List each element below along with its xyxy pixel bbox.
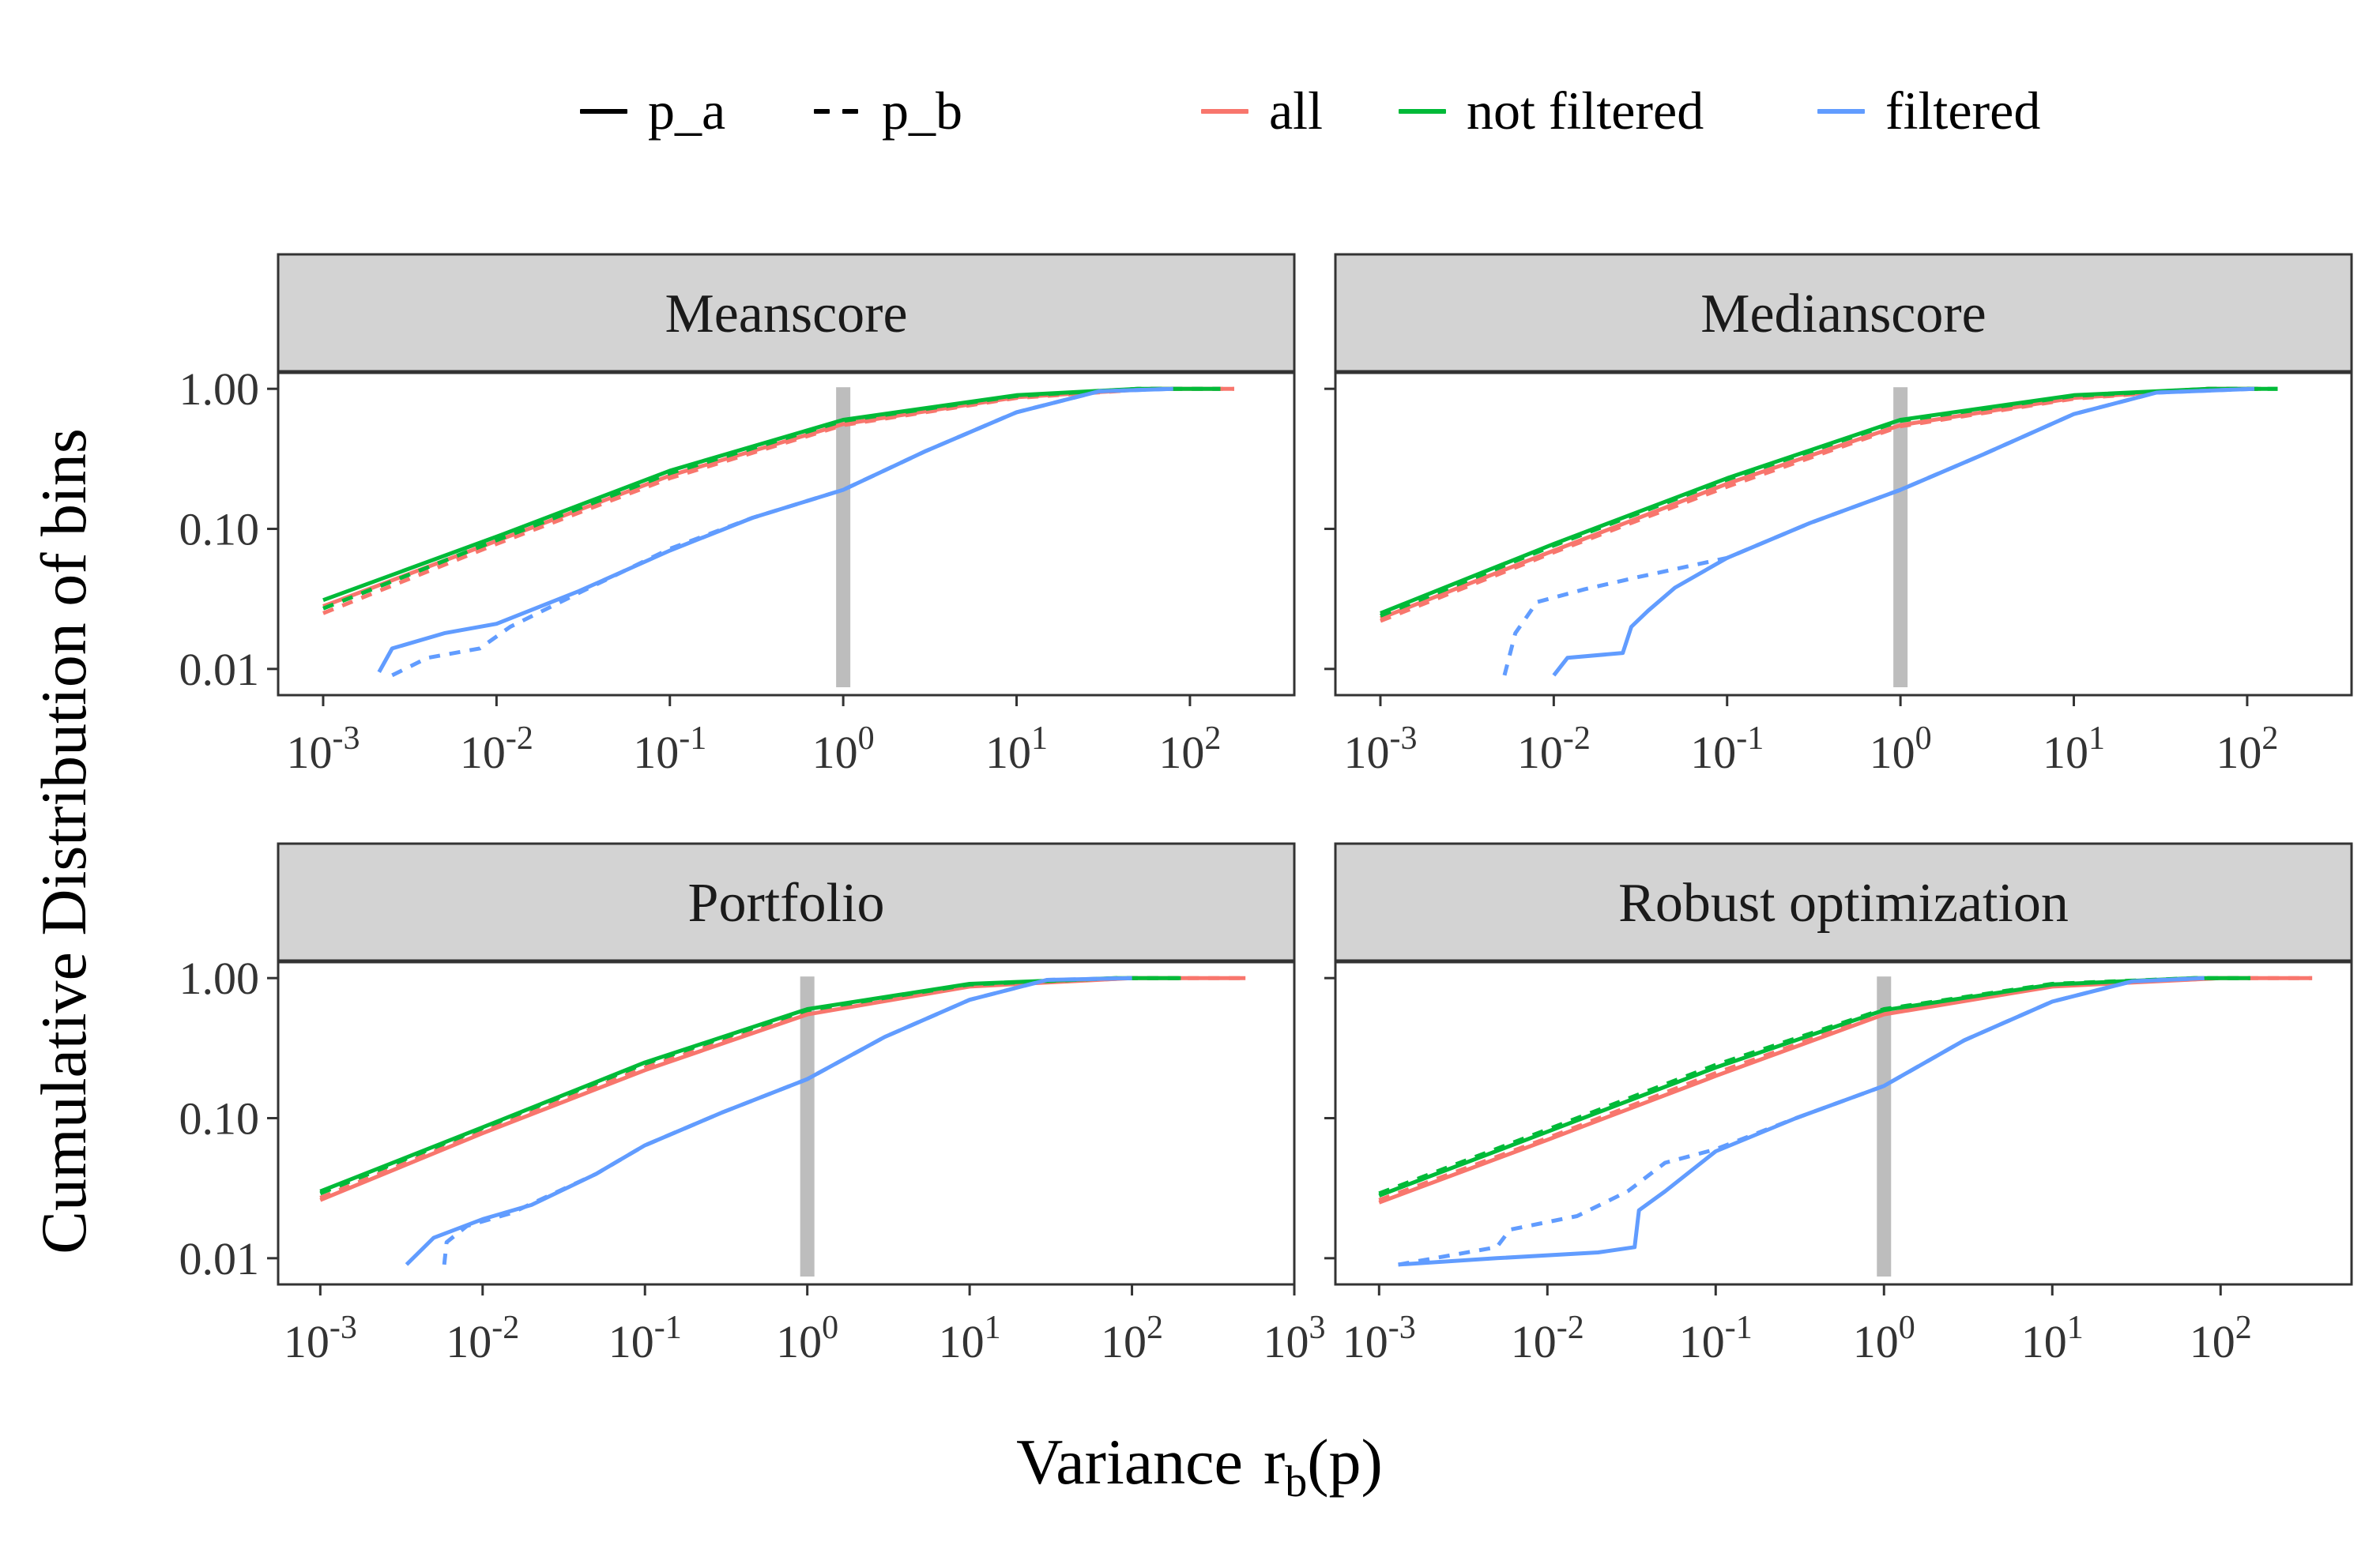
- x-tick-label: 101: [939, 1310, 1001, 1367]
- x-tick-label: 10-1: [1679, 1310, 1753, 1367]
- line-key-icon: [1817, 92, 1865, 130]
- legend-label-p-b: p_b: [882, 80, 962, 141]
- x-tick-label: 10-2: [460, 720, 533, 778]
- x-tick-label: 10-2: [446, 1310, 519, 1367]
- color-swatch: [1201, 109, 1248, 114]
- panel-background: [1335, 962, 2352, 1284]
- panel-medianscore: Medianscore 10-3 10-2 10-1 100 101 102: [1324, 253, 2353, 778]
- x-tick-label: 101: [2021, 1310, 2084, 1367]
- x-tick-label: 10-1: [1690, 720, 1764, 778]
- x-axis-title-sub: b: [1285, 1457, 1307, 1506]
- facet-title: Robust optimization: [1618, 873, 2069, 934]
- panel-border: [277, 371, 1296, 697]
- y-tick-label: 1.00: [179, 363, 260, 415]
- legend-item-p-a: p_a: [580, 73, 725, 149]
- color-swatch: [1817, 109, 1865, 114]
- y-tick-label: 1.00: [179, 953, 260, 1004]
- panel-background: [278, 962, 1294, 1284]
- series-line-filtered-p-a: [405, 976, 1132, 1266]
- x-tick-label: 10-3: [284, 1310, 357, 1367]
- x-tick-label: 10-3: [1343, 720, 1417, 778]
- x-axis-title-var: r: [1263, 1426, 1285, 1498]
- legend-item-all: all: [1201, 73, 1323, 149]
- color-swatch: [1399, 109, 1446, 114]
- reference-band: [1877, 976, 1892, 1277]
- facet-strip: [1334, 253, 2353, 373]
- legend-label-p-a: p_a: [648, 80, 726, 141]
- panel-border: [1334, 371, 2353, 697]
- x-tick-label: 102: [1158, 720, 1221, 778]
- legend: p_a p_b all not filtered filtered: [0, 73, 2380, 149]
- y-tick-label: 0.10: [179, 504, 260, 555]
- panel-portfolio: Portfolio 1.00 0.10 0.01 10-3 10-2 10-1 100 101 1…: [179, 842, 1326, 1367]
- x-tick-label: 10-1: [608, 1310, 682, 1367]
- facet-title: Medianscore: [1700, 284, 1986, 344]
- reference-band: [1893, 387, 1908, 687]
- x-tick-label: 101: [985, 720, 1048, 778]
- legend-label-filtered: filtered: [1885, 80, 2041, 141]
- y-tick-label: 0.01: [179, 1233, 260, 1284]
- panel-background: [278, 373, 1294, 695]
- y-tick-label: 0.10: [179, 1093, 260, 1145]
- series-line-filtered-p-b: [391, 386, 1173, 678]
- series-line-filtered-p-a: [1398, 976, 2205, 1267]
- x-tick-label: 100: [1870, 720, 1932, 778]
- panel-meanscore: Meanscore 1.00 0.10 0.01 10-3 10-2 10-1 100 101 1…: [179, 253, 1296, 778]
- series-line-filtered-p-b: [442, 976, 1132, 1265]
- panel-robust-optimization: Robust optimization 10-3 10-2 10-1 100 101 102: [1324, 842, 2353, 1367]
- x-tick-label: 10-1: [633, 720, 706, 778]
- facet-title: Portfolio: [688, 873, 885, 934]
- facet-strip: [277, 253, 1296, 373]
- x-tick-label: 10-3: [286, 720, 360, 778]
- x-tick-label: 102: [1101, 1310, 1163, 1367]
- legend-item-p-b: p_b: [814, 73, 962, 149]
- x-tick-label: 103: [1263, 1310, 1326, 1367]
- facet-strip: [277, 842, 1296, 962]
- panels: Meanscore 1.00 0.10 0.01 10-3 10-2 10-1 100 101 1…: [179, 253, 2353, 1367]
- facet-title: Meanscore: [665, 284, 907, 344]
- x-tick-label: 100: [1853, 1310, 1915, 1367]
- facet-strip: [1334, 842, 2353, 962]
- legend-item-not-filtered: not filtered: [1399, 73, 1704, 149]
- legend-item-filtered: filtered: [1817, 73, 2040, 149]
- panel-border: [277, 961, 1296, 1286]
- x-axis-title-suffix: (p): [1307, 1426, 1383, 1498]
- y-axis-title: Cumulative Distribution of bins: [28, 428, 100, 1254]
- x-tick-label: 100: [812, 720, 875, 778]
- panel-background: [1335, 373, 2352, 695]
- x-axis-title: Variance rb(p): [1016, 1426, 1383, 1506]
- x-tick-label: 10-2: [1511, 1310, 1584, 1367]
- y-tick-label: 0.01: [179, 644, 260, 695]
- series-line-all-p-b: [1378, 976, 2313, 1202]
- reference-band: [836, 387, 851, 687]
- line-key-icon: [1399, 92, 1446, 130]
- dashed-line-key-icon: [814, 92, 861, 130]
- x-tick-label: 10-3: [1343, 1310, 1416, 1367]
- line-key-icon: [1201, 92, 1248, 130]
- x-tick-label: 100: [776, 1310, 838, 1367]
- reference-band: [800, 976, 815, 1277]
- legend-label-all: all: [1269, 80, 1323, 141]
- legend-label-not-filtered: not filtered: [1467, 80, 1704, 141]
- x-tick-label: 102: [2216, 720, 2278, 778]
- x-tick-label: 101: [2043, 720, 2105, 778]
- x-tick-label: 102: [2190, 1310, 2252, 1367]
- x-tick-label: 10-2: [1517, 720, 1591, 778]
- x-axis-title-prefix: Variance: [1016, 1426, 1243, 1498]
- solid-line-key-icon: [580, 92, 627, 130]
- series-line-filtered-p-b: [1502, 386, 2255, 676]
- panel-border: [1334, 961, 2353, 1286]
